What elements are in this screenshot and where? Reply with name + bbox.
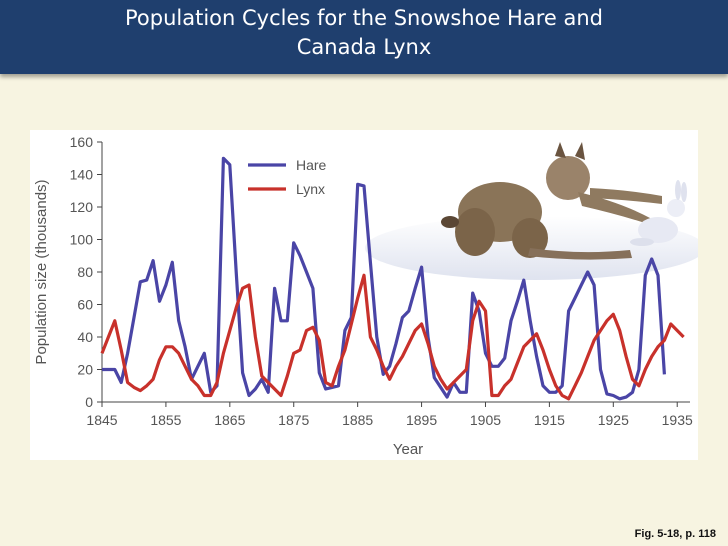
y-tick-label: 20: [77, 362, 93, 378]
legend-label-hare: Hare: [296, 157, 327, 173]
hare-illustration: [630, 180, 687, 246]
slide-title-line-1: Population Cycles for the Snowshoe Hare …: [125, 6, 603, 30]
x-tick-label: 1905: [470, 412, 501, 428]
population-chart: 0 20 40 60 80 100 120 140 160 1845 1855 1865 1875 188…: [33, 134, 698, 458]
series-line-lynx: [100, 273, 685, 401]
y-tick-label: 120: [70, 199, 94, 215]
chart-legend: Hare Lynx: [248, 157, 327, 197]
y-tick-label: 40: [77, 329, 93, 345]
chart-axes: 0 20 40 60 80 100 120 140 160 1845 1855 1865 1875 188…: [70, 134, 693, 428]
x-tick-label: 1865: [214, 412, 245, 428]
slide-title-line-2: Canada Lynx: [296, 35, 432, 59]
x-tick-label: 1915: [534, 412, 565, 428]
x-tick-label: 1925: [598, 412, 629, 428]
x-tick-label: 1895: [406, 412, 437, 428]
x-tick-label: 1875: [278, 412, 309, 428]
x-axis-label: Year: [393, 441, 423, 458]
x-tick-label: 1845: [86, 412, 117, 428]
x-tick-label: 1935: [662, 412, 693, 428]
y-tick-label: 160: [70, 134, 94, 150]
y-tick-label: 0: [85, 394, 93, 410]
y-tick-label: 100: [70, 232, 94, 248]
legend-label-lynx: Lynx: [296, 181, 325, 197]
lynx-illustration: [441, 142, 662, 260]
chart-panel: 0 20 40 60 80 100 120 140 160 1845 1855 1865 1875 188…: [30, 130, 698, 460]
series-line-hare: [102, 156, 666, 401]
y-tick-label: 80: [77, 264, 93, 280]
figure-caption: Fig. 5-18, p. 118: [634, 528, 716, 540]
x-tick-label: 1885: [342, 412, 373, 428]
slide-title-bar: Population Cycles for the Snowshoe Hare …: [0, 0, 728, 74]
lynx-hare-illustration: [365, 142, 698, 280]
chart-series: [100, 156, 685, 401]
y-axis-label: Population size (thousands): [33, 179, 50, 364]
y-tick-label: 140: [70, 167, 94, 183]
x-tick-label: 1855: [150, 412, 181, 428]
y-tick-label: 60: [77, 297, 93, 313]
